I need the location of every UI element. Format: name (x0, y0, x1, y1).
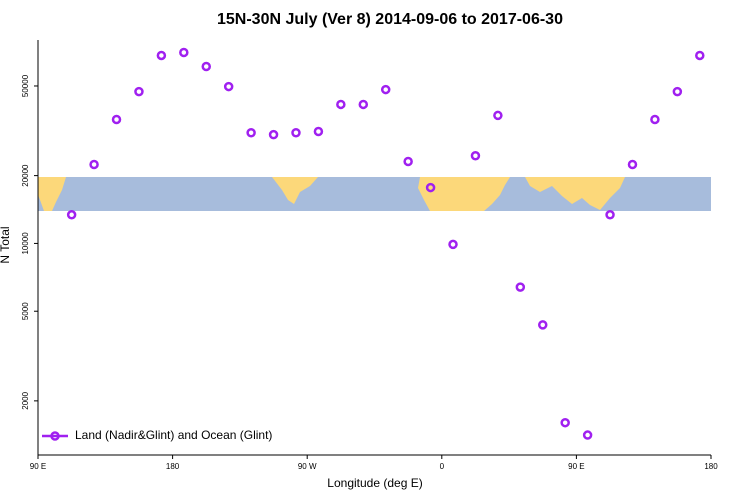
x-tick-label: 180 (704, 462, 718, 471)
data-point (493, 110, 503, 121)
chart-title: 15N-30N July (Ver 8) 2014-09-06 to 2017-… (217, 11, 563, 28)
data-point (201, 61, 211, 72)
land (525, 177, 625, 210)
data-point (515, 282, 526, 292)
data-point (470, 151, 481, 161)
data-point (156, 50, 167, 61)
data-point (291, 127, 301, 138)
x-tick-label: 180 (166, 462, 180, 471)
data-point (134, 86, 144, 97)
data-point (89, 159, 99, 170)
data-point (425, 182, 436, 193)
land (272, 177, 318, 204)
y-tick-label: 50000 (21, 74, 30, 97)
y-tick-label: 10000 (21, 232, 30, 255)
map-band (38, 177, 711, 211)
data-point (403, 156, 413, 167)
data-point (605, 210, 615, 220)
data-point (358, 99, 369, 110)
data-point (627, 159, 638, 170)
data-point (313, 126, 324, 137)
legend-label: Land (Nadir&Glint) and Ocean (Glint) (75, 428, 272, 442)
data-point (66, 210, 77, 220)
x-tick-label: 0 (440, 462, 445, 471)
data-point (448, 239, 458, 250)
land (418, 177, 510, 211)
data-point (223, 81, 234, 92)
legend-marker (50, 431, 60, 441)
data-point (672, 86, 683, 97)
data-point (560, 417, 570, 428)
data-point (380, 84, 391, 95)
y-tick-label: 20000 (21, 164, 30, 187)
data-point (111, 114, 122, 125)
data-point (179, 47, 189, 58)
x-tick-label: 90 E (30, 462, 46, 471)
data-point (268, 129, 279, 140)
data-point (538, 320, 548, 330)
data-point (582, 430, 593, 440)
data-point (695, 50, 705, 61)
data-point (650, 114, 660, 125)
x-tick-label: 90 E (568, 462, 584, 471)
y-tick-label: 5000 (21, 302, 30, 320)
x-tick-label: 90 W (298, 462, 317, 471)
y-tick-label: 2000 (21, 391, 30, 409)
x-axis-label: Longitude (deg E) (327, 476, 422, 490)
data-point (336, 99, 346, 110)
data-point (246, 127, 256, 138)
y-axis-label: N Total (0, 226, 12, 263)
land (38, 177, 66, 211)
